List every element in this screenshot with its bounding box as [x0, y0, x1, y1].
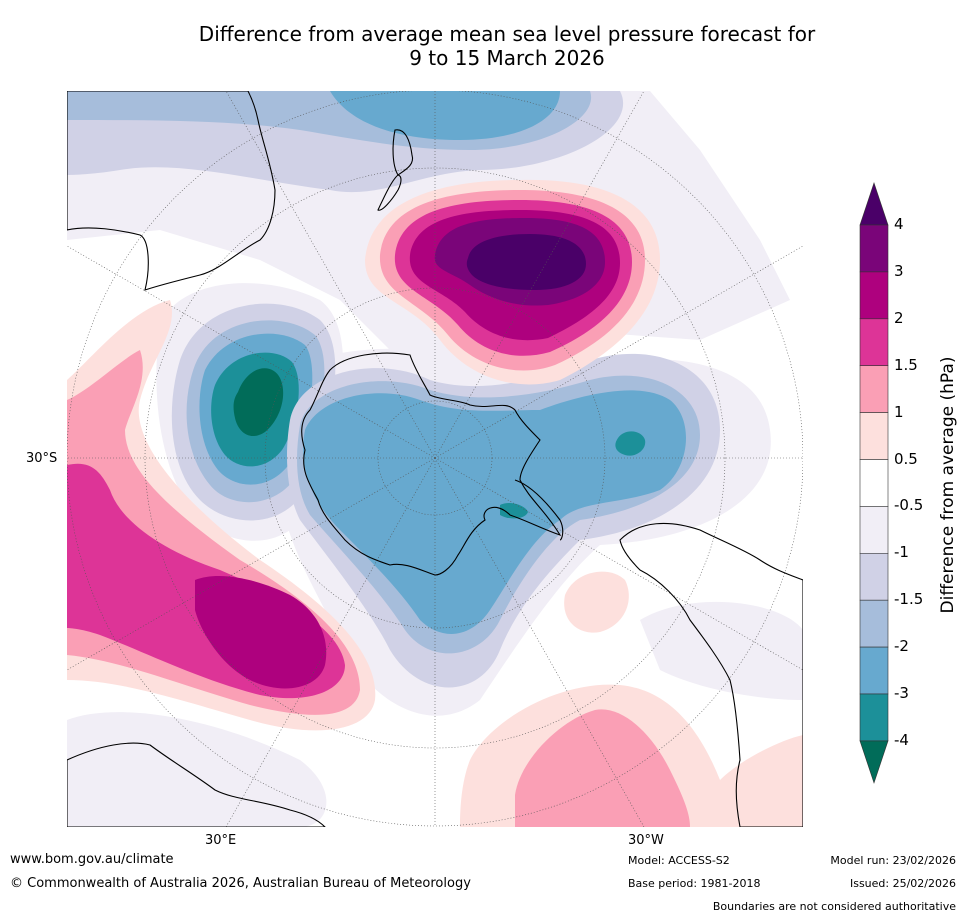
- coastlines: [67, 91, 803, 827]
- footer-website[interactable]: www.bom.gov.au/climate: [10, 852, 174, 867]
- colorbar-tick-label: -1.5: [894, 590, 924, 609]
- colorbar-segment: [859, 459, 889, 507]
- low-antarctic-3: [303, 390, 687, 634]
- antarctica-coastline: [301, 352, 562, 576]
- africa-coastline: [67, 742, 326, 827]
- colorbar-segment: [859, 271, 889, 320]
- colorbar-segment: [859, 599, 889, 648]
- chart-title-line2: 9 to 15 March 2026: [409, 46, 605, 70]
- colorbar-tick-label: -1: [894, 543, 909, 562]
- colorbar-tick-label: -4: [894, 730, 909, 749]
- colorbar-segment: [859, 552, 889, 601]
- map-field: [67, 91, 803, 827]
- colorbar-segment: [859, 506, 889, 554]
- colorbar-segment: [859, 693, 889, 742]
- low-pacific-core: [615, 431, 646, 456]
- high-south-atlantic-small: [564, 571, 629, 633]
- colorbar-tick-label: -2: [894, 637, 909, 656]
- lon-label-30e: 30°E: [205, 833, 237, 848]
- latitude-circle-45s: [144, 167, 726, 749]
- colorbar-segment: [859, 224, 889, 273]
- latitude-circle-60s: [264, 287, 606, 629]
- antarctic-peninsula: [514, 479, 564, 541]
- weak-low-region-sw: [67, 712, 327, 827]
- chart-title: Difference from average mean sea level p…: [0, 22, 965, 70]
- colorbar-tick-label: 3: [894, 261, 904, 280]
- chart-title-line1: Difference from average mean sea level p…: [198, 22, 816, 46]
- colorbar-segment: [859, 318, 889, 366]
- colorbar-extend-max: [859, 182, 889, 226]
- colorbar-tick-label: 4: [894, 215, 904, 233]
- colorbar-tick-label: 1.5: [894, 355, 918, 374]
- colorbar-tick-label: 2: [894, 308, 904, 327]
- footer-disclaimer: Boundaries are not considered authoritat…: [712, 900, 956, 913]
- meridian-150e: [225, 91, 436, 459]
- footer-issued: Issued: 25/02/2026: [849, 877, 956, 890]
- colorbar-segment: [859, 412, 889, 460]
- new-zealand-south-island: [377, 174, 402, 211]
- colorbar-segment: [859, 646, 889, 695]
- colorbar: [859, 182, 889, 784]
- low-indian-core: [233, 368, 284, 437]
- colorbar-tick-label: -3: [894, 684, 909, 702]
- colorbar-segment: [859, 365, 889, 413]
- new-zealand-north-island: [392, 129, 414, 176]
- low-band-north-3: [330, 91, 560, 140]
- footer-copyright: © Commonwealth of Australia 2026, Austra…: [10, 876, 471, 891]
- colorbar-tick-label: -0.5: [894, 496, 924, 515]
- footer-base-period: Base period: 1981-2018: [628, 877, 761, 890]
- south-america-coastline: [619, 522, 803, 827]
- colorbar-extend-min: [859, 740, 889, 784]
- footer-model-run: Model run: 23/02/2026: [830, 854, 956, 867]
- colorbar-title: Difference from average (hPa): [938, 356, 958, 614]
- colorbar-tick-label: 1: [894, 402, 904, 421]
- high-pacific-core: [466, 234, 586, 290]
- high-atlantic-core: [515, 709, 690, 827]
- footer-model: Model: ACCESS-S2: [628, 854, 730, 867]
- lon-label-30w: 30°W: [628, 833, 664, 848]
- high-indian-core: [195, 575, 327, 689]
- high-south-america-east: [720, 735, 803, 827]
- colorbar-tick-label: 0.5: [894, 449, 918, 468]
- meridian-150w: [434, 91, 645, 459]
- australia-coastline: [67, 91, 276, 291]
- lat-label-30s: 30°S: [26, 451, 58, 466]
- low-weddell-core: [500, 502, 528, 519]
- graticule: [67, 91, 803, 827]
